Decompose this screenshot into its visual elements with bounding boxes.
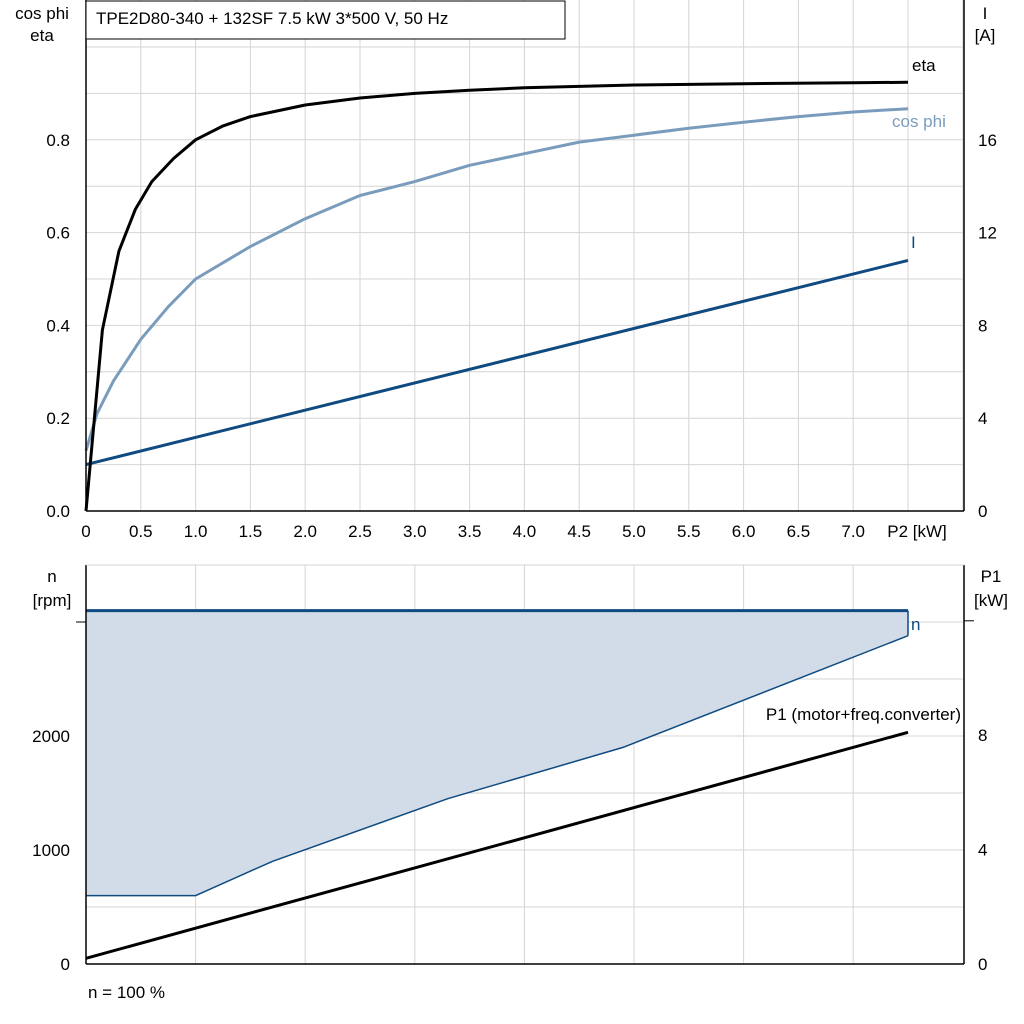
x-tick-label: 6.5 bbox=[787, 522, 811, 541]
left-y-tick-label: 0.8 bbox=[46, 131, 70, 150]
chart-labels: 0 0.5 1.0 1.5 2.0 2.5 3.0 3.5 4.0 4.5 5.0 5.5 6.0 6.5… bbox=[32, 56, 997, 974]
bottom-left-y-tick-label: 0 bbox=[61, 955, 70, 974]
cos-phi-series-label: cos phi bbox=[892, 112, 946, 131]
min-speed-curve bbox=[86, 635, 909, 897]
left-y-tick-label: 0.0 bbox=[46, 502, 70, 521]
x-tick-label: 2.0 bbox=[293, 522, 317, 541]
left-y-tick-label: 0.6 bbox=[46, 224, 70, 243]
x-tick-label: 1.0 bbox=[184, 522, 208, 541]
bottom-left-y-tick-label: 2000 bbox=[32, 727, 70, 746]
top-left-axis-label-line1: cos phi bbox=[15, 4, 69, 23]
current-curve bbox=[85, 258, 909, 467]
p1-curve bbox=[85, 730, 909, 960]
x-tick-label: 1.5 bbox=[239, 522, 263, 541]
left-y-tick-label: 0.2 bbox=[46, 409, 70, 428]
speed-annotation: n = 100 % bbox=[88, 983, 165, 1002]
bottom-right-y-tick-label: 8 bbox=[978, 726, 987, 745]
x-tick-label: 5.5 bbox=[677, 522, 701, 541]
bottom-right-axis-label-line2: [kW] bbox=[974, 591, 1008, 610]
bottom-right-y-tick-label: 4 bbox=[978, 841, 987, 860]
bottom-right-axis-label-line1: P1 bbox=[981, 567, 1002, 586]
x-tick-label: 7.0 bbox=[841, 522, 865, 541]
speed-range-area bbox=[86, 610, 908, 896]
top-left-axis-label-line2: eta bbox=[30, 26, 54, 45]
x-tick-label: 3.0 bbox=[403, 522, 427, 541]
x-tick-label: 0.5 bbox=[129, 522, 153, 541]
bottom-left-axis-label-line1: n bbox=[47, 567, 56, 586]
x-tick-label: 6.0 bbox=[732, 522, 756, 541]
top-right-axis-label-line1: I bbox=[983, 4, 988, 23]
x-tick-label: 4.0 bbox=[513, 522, 537, 541]
x-axis-label: P2 [kW] bbox=[887, 522, 947, 541]
chart-axes bbox=[76, 0, 974, 965]
title-box bbox=[85, 0, 566, 40]
x-tick-label: 2.5 bbox=[348, 522, 372, 541]
eta-series-label: eta bbox=[912, 56, 936, 75]
left-y-tick-label: 0.4 bbox=[46, 316, 70, 335]
bottom-left-y-tick-label: 1000 bbox=[32, 841, 70, 860]
right-y-tick-label: 4 bbox=[978, 409, 987, 428]
x-tick-label: 4.5 bbox=[567, 522, 591, 541]
top-chart-series bbox=[84, 80, 909, 512]
top-chart-grid bbox=[86, 0, 964, 511]
right-y-tick-label: 16 bbox=[978, 131, 997, 150]
speed-series-label: n bbox=[911, 615, 920, 634]
chart-title: TPE2D80-340 + 132SF 7.5 kW 3*500 V, 50 H… bbox=[96, 9, 448, 28]
cos-phi-curve bbox=[84, 107, 909, 452]
eta-curve bbox=[84, 80, 909, 512]
x-tick-label: 5.0 bbox=[622, 522, 646, 541]
p1-series-label: P1 (motor+freq.converter) bbox=[766, 705, 961, 724]
bottom-right-y-tick-label: 0 bbox=[978, 955, 987, 974]
x-tick-label: 0 bbox=[81, 522, 90, 541]
right-y-tick-label: 8 bbox=[978, 316, 987, 335]
bottom-chart-series bbox=[85, 609, 909, 960]
x-tick-label: 3.5 bbox=[458, 522, 482, 541]
top-right-axis-label-line2: [A] bbox=[975, 26, 996, 45]
right-y-tick-label: 0 bbox=[978, 502, 987, 521]
current-series-label: I bbox=[911, 233, 916, 252]
bottom-left-axis-label-line2: [rpm] bbox=[33, 591, 72, 610]
right-y-tick-label: 12 bbox=[978, 224, 997, 243]
